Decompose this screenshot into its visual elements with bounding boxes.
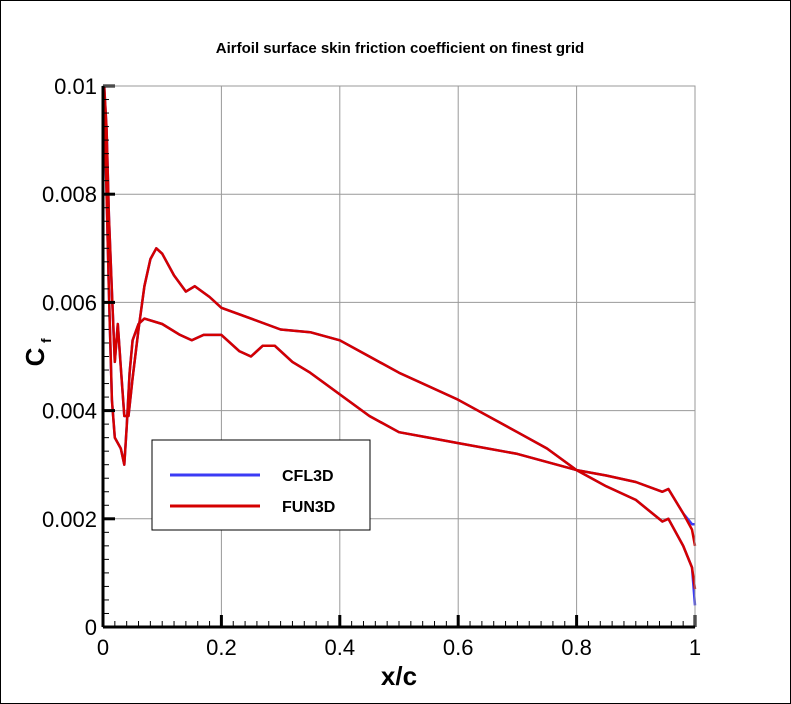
y-tick-label: 0.01 [54, 74, 97, 99]
axes [101, 84, 697, 629]
x-tick-label: 0.4 [325, 635, 356, 660]
legend-box [151, 439, 371, 531]
grid [102, 85, 696, 628]
x-tick-label: 1 [689, 635, 701, 660]
y-axis-label: C f [20, 338, 54, 366]
y-axis-label-subscript: f [38, 338, 54, 343]
y-tick-label: 0.004 [42, 399, 97, 424]
x-tick-label: 0 [97, 635, 109, 660]
x-axis-label: x/c [381, 661, 417, 691]
y-tick-label: 0.006 [42, 290, 97, 315]
y-axis-label-main: C [20, 347, 50, 366]
series-lines [102, 85, 697, 606]
x-tick-label: 0.6 [443, 635, 474, 660]
series-line-fun3d-0 [102, 85, 697, 590]
plot-border [102, 85, 696, 628]
y-tick-label: 0.008 [42, 182, 97, 207]
tick-labels: 0 0.2 0.4 0.6 0.8 1 0 0.002 0.004 0.006 0.008 0.01 [42, 74, 701, 660]
legend: CFL3D FUN3D [151, 439, 371, 531]
x-tick-label: 0.2 [206, 635, 237, 660]
series-line-fun3d-1 [102, 107, 697, 547]
chart-title: Airfoil surface skin friction coefficien… [216, 40, 584, 57]
legend-label-cfl3d: CFL3D [282, 468, 334, 485]
x-tick-label: 0.8 [561, 635, 592, 660]
legend-label-fun3d: FUN3D [282, 499, 335, 516]
y-tick-label: 0.002 [42, 507, 97, 532]
y-tick-label: 0 [85, 615, 97, 640]
